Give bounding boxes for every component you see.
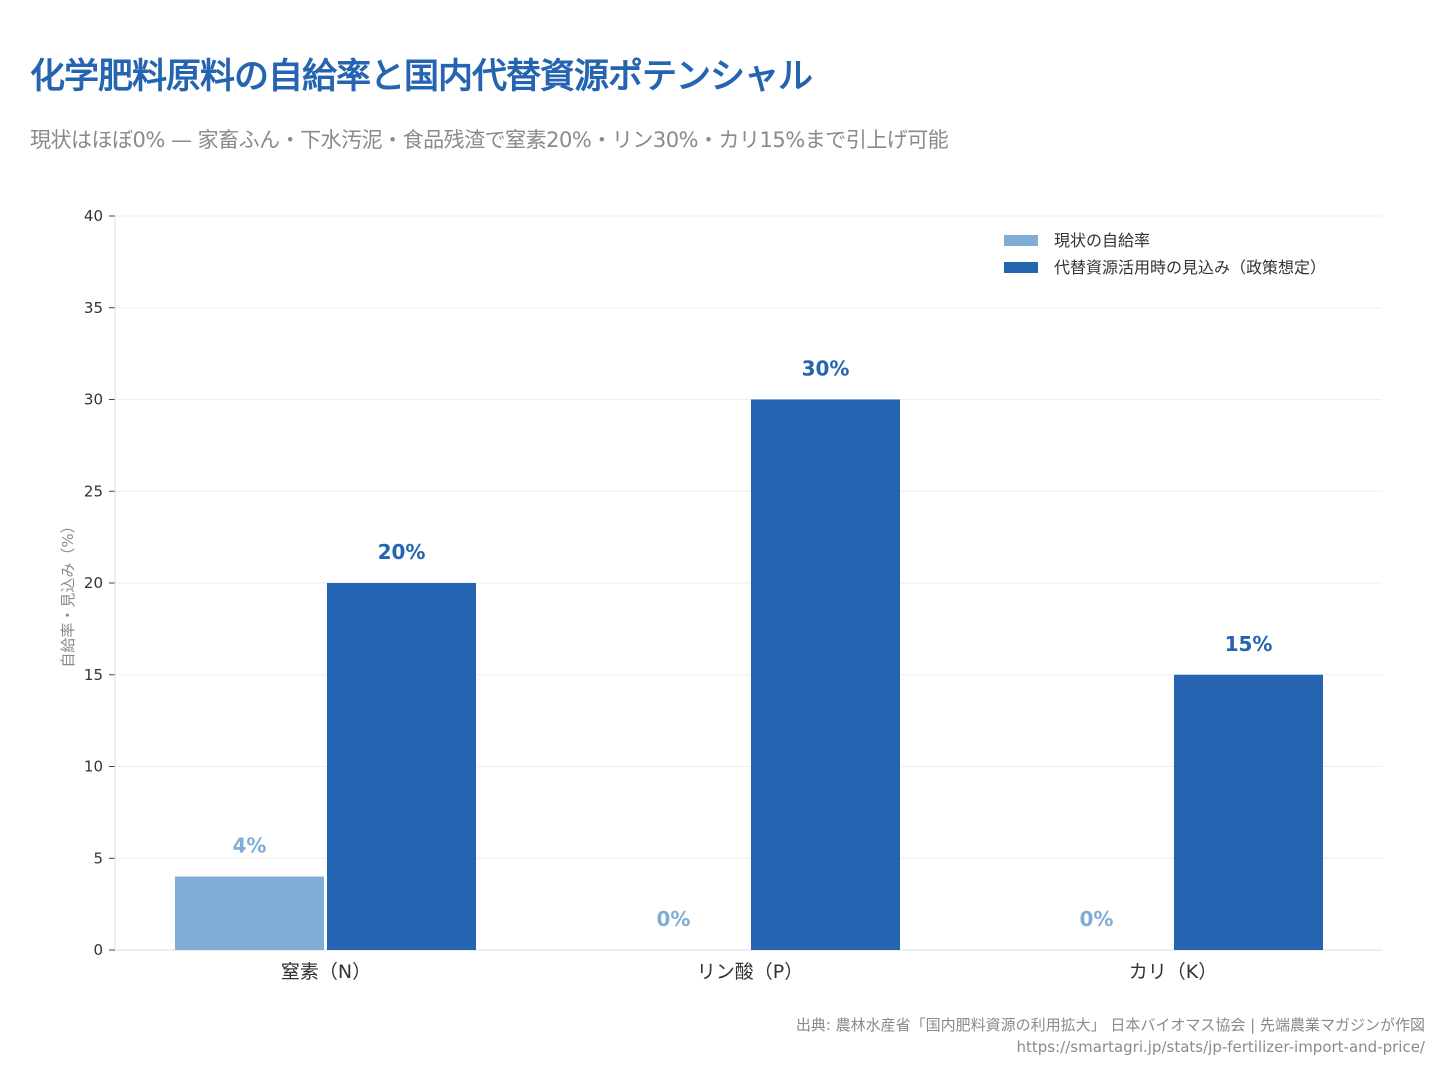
bar-potential [751, 399, 900, 950]
y-tick-label: 10 [84, 758, 103, 776]
data-label: 20% [378, 540, 426, 564]
chart-subtitle: 現状はほぼ0% — 家畜ふん・下水汚泥・食品残渣で窒素20%・リン30%・カリ1… [30, 128, 949, 152]
data-label: 30% [802, 357, 850, 381]
bar-potential [327, 583, 476, 950]
y-tick-label: 15 [84, 666, 103, 684]
bar-potential [1174, 674, 1323, 950]
legend-swatch [1004, 235, 1038, 246]
x-tick-label: カリ（K） [1129, 961, 1217, 983]
data-label: 15% [1225, 632, 1273, 656]
y-tick-label: 40 [84, 207, 103, 225]
legend-swatch [1004, 262, 1038, 273]
data-label: 0% [657, 907, 691, 931]
data-label: 0% [1080, 907, 1114, 931]
y-tick-label: 25 [84, 482, 103, 500]
legend-label: 代替資源活用時の見込み（政策想定） [1054, 258, 1326, 277]
legend-label: 現状の自給率 [1054, 231, 1150, 250]
y-axis-label: 自給率・見込み（%） [59, 518, 77, 667]
data-label: 4% [233, 834, 267, 858]
y-tick-label: 0 [93, 941, 103, 959]
source-note: 出典: 農林水産省「国内肥料資源の利用拡大」 日本バイオマス協会 | 先端農業マ… [795, 1016, 1425, 1034]
x-tick-label: リン酸（P） [697, 961, 803, 983]
source-url: https://smartagri.jp/stats/jp-fertilizer… [1016, 1038, 1425, 1056]
y-tick-label: 5 [93, 849, 103, 867]
chart-title: 化学肥料原料の自給率と国内代替資源ポテンシャル [30, 57, 813, 97]
y-tick-label: 35 [84, 299, 103, 317]
y-tick-label: 20 [84, 574, 103, 592]
x-tick-label: 窒素（N） [281, 961, 371, 983]
bar-current [175, 876, 324, 950]
y-tick-label: 30 [84, 391, 103, 409]
